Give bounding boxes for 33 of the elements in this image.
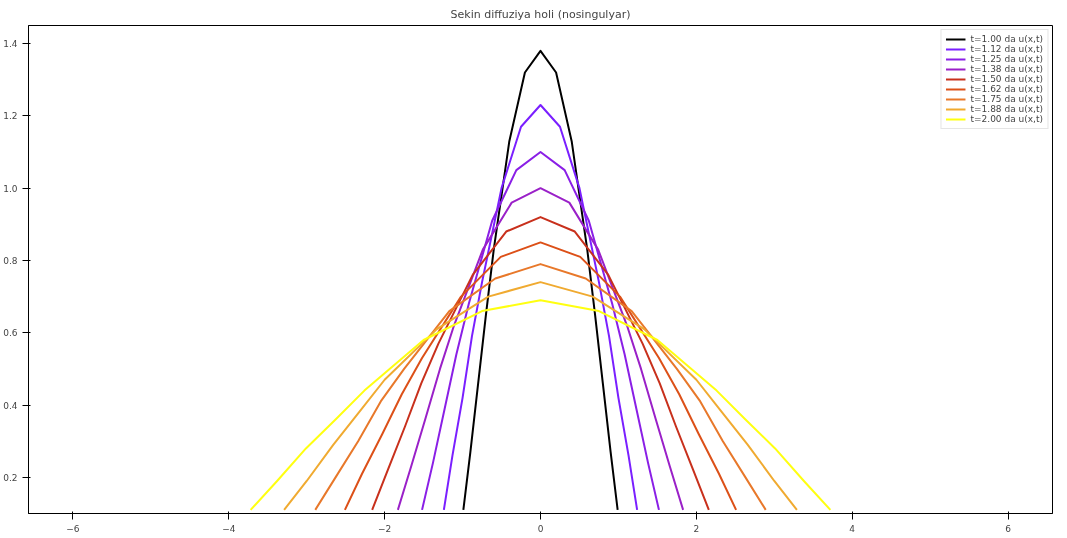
chart-title: Sekin diffuziya holi (nosingulyar): [450, 7, 631, 21]
legend-label: t=1.62 da u(x,t): [970, 84, 1043, 94]
line-series: [442, 104, 639, 511]
x-tick-label: 2: [693, 523, 700, 534]
x-tick-label: −6: [66, 523, 80, 534]
line-series: [283, 281, 798, 511]
legend-label: t=1.12 da u(x,t): [970, 44, 1043, 54]
x-tick-label: −2: [378, 523, 392, 534]
line-series: [343, 241, 738, 511]
y-tick-label: 1.4: [3, 39, 18, 50]
line-series: [371, 216, 710, 511]
legend-label: t=1.75 da u(x,t): [970, 94, 1043, 104]
legend-label: t=1.88 da u(x,t): [970, 104, 1043, 114]
x-tick-label: 0: [537, 523, 544, 534]
x-tick-label: 4: [849, 523, 856, 534]
line-series: [314, 263, 767, 511]
y-tick-label: 1.0: [3, 183, 18, 194]
line-series: [421, 151, 660, 511]
x-tick-label: 6: [1005, 523, 1012, 534]
line-series: [396, 187, 685, 511]
legend-label: t=2.00 da u(x,t): [970, 114, 1043, 124]
y-tick-label: 0.6: [3, 328, 18, 339]
y-tick-label: 1.2: [3, 111, 18, 122]
y-tick-label: 0.4: [3, 400, 18, 411]
legend-label: t=1.25 da u(x,t): [970, 54, 1043, 64]
legend-label: t=1.38 da u(x,t): [970, 64, 1043, 74]
legend-label: t=1.00 da u(x,t): [970, 34, 1043, 44]
line-series: [462, 49, 619, 511]
x-tick-label: −4: [222, 523, 236, 534]
legend-label: t=1.50 da u(x,t): [970, 74, 1043, 84]
y-tick-label: 0.2: [3, 472, 18, 483]
y-tick-label: 0.8: [3, 255, 18, 266]
line-series: [249, 299, 832, 511]
